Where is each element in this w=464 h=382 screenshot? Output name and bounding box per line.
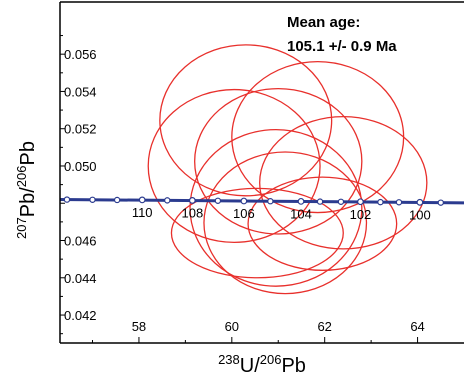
concordia-age-label-108: 108: [181, 205, 203, 220]
error-ellipse-1: [159, 44, 333, 197]
y-axis-title-sup2: 206: [14, 166, 29, 188]
concordia-layer: 110 108 106 104 102 100: [59, 196, 464, 222]
x-tick-label-3: 62: [317, 319, 331, 334]
concordia-marker-minor-6: [267, 198, 274, 205]
error-ellipse-2: [231, 60, 405, 214]
x-axis-title: 238U/206Pb: [218, 352, 306, 377]
y-tick-label-6: 0.052: [64, 122, 97, 137]
y-tick-label-7: 0.054: [64, 84, 97, 99]
x-tick-label-2: 60: [225, 319, 239, 334]
x-axis-title-sup1: 238: [218, 352, 240, 367]
y-tick-label-8: 0.056: [64, 47, 97, 62]
concordia-marker-minor-5: [214, 197, 222, 204]
concordia-age-marker-100: [416, 198, 424, 206]
x-axis-title-base2: Pb: [281, 355, 305, 377]
concordia-marker-minor-3: [113, 196, 121, 204]
error-ellipse-7: [259, 115, 428, 250]
error-ellipse-9: [170, 187, 344, 279]
y-axis-title-sup1: 207: [14, 217, 29, 239]
x-tick-label-4: 64: [410, 319, 424, 334]
x-axis-title-sup2: 206: [260, 352, 282, 367]
concordia-marker-minor-11: [437, 199, 444, 206]
concordia-age-marker-106: [240, 197, 248, 205]
y-axis-title: 207Pb/206Pb: [14, 141, 39, 239]
concordia-age-marker-110: [138, 196, 146, 204]
concordia-marker-minor-1: [63, 196, 71, 203]
error-ellipse-8: [247, 176, 398, 271]
concordia-age-marker-108: [188, 197, 196, 204]
y-axis-title-base1: Pb/: [17, 187, 39, 217]
error-ellipse-6: [203, 151, 368, 295]
concordia-marker-minor-4: [164, 197, 171, 204]
x-axis-title-base1: U/: [240, 355, 260, 377]
y-axis-title-base2: Pb: [17, 141, 39, 165]
x-tick-label-1: 58: [132, 319, 146, 334]
concordia-curve: [59, 198, 464, 205]
y-tick-label-3: 0.046: [64, 234, 97, 249]
concordia-age-label-100: 100: [409, 207, 431, 222]
concordia-age-label-110: 110: [132, 205, 153, 220]
concordia-marker-minor-10: [395, 199, 403, 206]
concordia-age-marker-102: [357, 198, 364, 206]
concordia-marker-minor-7: [316, 198, 324, 205]
concordia-marker-minor-2: [89, 196, 96, 203]
y-tick-label-2: 0.044: [64, 271, 97, 286]
concordia-marker-minor-8: [337, 198, 345, 205]
y-tick-label-5: 0.050: [64, 159, 97, 174]
ellipses-layer: [147, 44, 428, 295]
concordia-age-marker-104: [297, 197, 305, 205]
error-ellipse-5: [189, 128, 363, 287]
concordia-age-label-102: 102: [350, 207, 372, 222]
error-ellipse-3: [147, 88, 321, 244]
axes-layer: 0.042 0.044 0.046 0.050 0.052 0.054 0.056 58 60 6…: [59, 1, 464, 344]
concordia-marker-minor-9: [377, 198, 384, 206]
concordia-age-label-106: 106: [233, 206, 255, 221]
error-ellipse-4: [194, 87, 363, 235]
mean-age-value: 105.1 +/- 0.9 Ma: [287, 38, 397, 55]
mean-age-label: Mean age:: [287, 14, 360, 31]
y-tick-label-1: 0.042: [64, 308, 97, 323]
concordia-age-label-104: 104: [290, 206, 312, 221]
